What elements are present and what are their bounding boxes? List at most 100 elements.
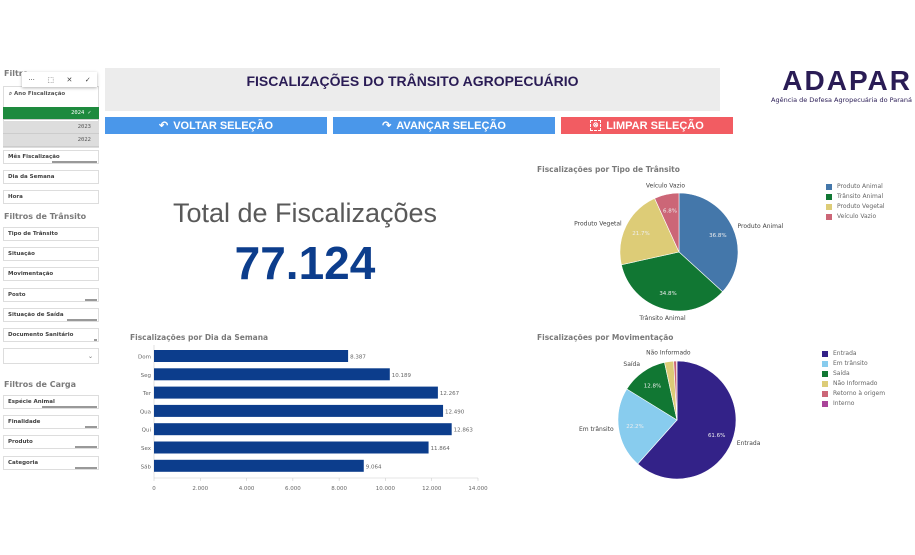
pie-slice[interactable] <box>637 360 737 480</box>
bar-value-label: 11.864 <box>431 446 451 452</box>
legend-label: Veículo Vazio <box>837 213 877 220</box>
check-icon: ✓ <box>87 110 91 116</box>
filter-dia-da-semana[interactable]: Dia da Semana <box>3 170 99 185</box>
legend-swatch <box>826 213 832 220</box>
pie-percent-label: 36.8% <box>709 233 726 239</box>
filter-situa-o-de-sa-da[interactable]: Situação de Saída <box>3 307 99 322</box>
cancel-icon[interactable]: ✕ <box>66 75 73 84</box>
filter-label: Categoria <box>8 459 39 466</box>
filter-label: Situação <box>8 251 35 258</box>
listbox-search[interactable]: ⌕ Ano Fiscalização <box>9 91 65 98</box>
legend-swatch <box>822 360 828 367</box>
forward-label: AVANÇAR SELEÇÃO <box>396 119 506 132</box>
legend-label: Entrada <box>833 350 857 357</box>
logo-text: ADAPAR <box>782 65 912 96</box>
legend-item[interactable]: Entrada <box>822 350 857 357</box>
bar[interactable] <box>154 386 438 399</box>
listbox-item[interactable]: 2024 ✓ <box>3 107 99 120</box>
bar[interactable] <box>154 459 364 472</box>
legend-swatch <box>826 203 832 210</box>
listbox-item-label: 2023 <box>77 123 91 130</box>
filter-esp-cie-animal[interactable]: Espécie Animal <box>3 395 99 409</box>
transit-filters-title: Filtros de Trânsito <box>4 212 87 221</box>
bar-category-label: Dom <box>138 355 151 361</box>
more-icon[interactable]: ··· <box>28 75 35 84</box>
filter-label: Hora <box>8 194 23 201</box>
bar-category-label: Sex <box>141 446 152 452</box>
clear-selection-button[interactable]: ⊗ LIMPAR SELEÇÃO <box>561 117 733 134</box>
legend-swatch <box>822 390 828 397</box>
filter-posto[interactable]: Posto <box>3 287 99 302</box>
filter-hora[interactable]: Hora <box>3 190 99 205</box>
legend-item[interactable]: Em trânsito <box>822 360 868 367</box>
filter-categoria[interactable]: Categoria <box>3 455 99 470</box>
confirm-icon[interactable]: ✓ <box>84 75 91 84</box>
x-tick-label: 8.000 <box>331 486 347 492</box>
pie-slice[interactable] <box>654 192 680 253</box>
listbox-item[interactable]: 2022 <box>3 134 99 147</box>
legend-label: Em trânsito <box>833 360 868 367</box>
pie-slice[interactable] <box>619 197 680 266</box>
legend-item[interactable]: Trânsito Animal <box>826 193 883 200</box>
filter-label: Posto <box>8 291 26 298</box>
filter-situa-o[interactable]: Situação <box>3 247 99 262</box>
filter-produto[interactable]: Produto <box>3 435 99 450</box>
legend-item[interactable]: Saída <box>822 370 850 377</box>
redo-arrow-icon: ↷ <box>382 120 392 132</box>
bar-chart-title: Fiscalizações por Dia da Semana <box>130 333 269 342</box>
kpi-value: 77.124 <box>234 237 376 289</box>
legend-swatch <box>822 370 828 377</box>
legend-swatch <box>822 350 828 357</box>
select-values-icon[interactable]: ⬚ <box>47 75 55 84</box>
filter-label: Documento Sanitário <box>8 332 74 338</box>
x-tick-label: 2.000 <box>192 486 208 492</box>
bar[interactable] <box>154 404 444 417</box>
pie-slice-name-label: Em trânsito <box>579 426 614 433</box>
filter-label: Produto <box>8 439 33 446</box>
bar[interactable] <box>154 441 429 454</box>
filter-tipo-de-tr-nsito[interactable]: Tipo de Trânsito <box>3 227 99 241</box>
legend-label: Produto Vegetal <box>837 203 885 210</box>
legend-item[interactable]: Produto Vegetal <box>826 203 885 210</box>
filter-documento-sanit-rio[interactable]: Documento Sanitário <box>3 328 99 342</box>
legend-item[interactable]: Produto Animal <box>826 183 883 190</box>
bar[interactable] <box>154 350 349 362</box>
undo-arrow-icon: ↶ <box>158 120 169 132</box>
chevron-down-icon: ⌄ <box>87 353 93 360</box>
pie-slice[interactable] <box>621 251 724 312</box>
bar[interactable] <box>154 368 390 381</box>
filter-finalidade[interactable]: Finalidade <box>3 415 99 430</box>
pie-slice-name-label: Produto Vegetal <box>574 220 622 227</box>
pie-slice[interactable] <box>678 192 739 293</box>
legend-item[interactable]: Interno <box>822 400 854 407</box>
clear-label: LIMPAR SELEÇÃO <box>606 119 704 132</box>
bar-category-label: Sáb <box>141 463 152 470</box>
cargo-filters-title: Filtros de Carga <box>4 380 77 389</box>
legend-swatch <box>822 400 828 407</box>
x-tick-label: 6.000 <box>285 486 301 492</box>
filter-bar <box>52 161 97 163</box>
filter-movimenta-o[interactable]: Movimentação <box>3 267 99 282</box>
pie-transit-title: Fiscalizações por Tipo de Trânsito <box>537 165 680 174</box>
bar-category-label: Seg <box>141 373 151 379</box>
listbox-item-label: 2024 <box>71 110 85 116</box>
forward-selection-button[interactable]: ↷ AVANÇAR SELEÇÃO <box>333 117 555 134</box>
legend-item[interactable]: Retorno à origem <box>822 390 885 397</box>
x-tick-label: 12.000 <box>422 486 442 492</box>
legend-label: Não Informado <box>833 380 878 387</box>
legend-label: Trânsito Animal <box>837 193 884 200</box>
legend-item[interactable]: Não Informado <box>822 380 877 387</box>
bar-category-label: Qui <box>142 428 152 434</box>
bar-value-label: 12.267 <box>440 391 460 397</box>
listbox-item[interactable]: 2023 <box>3 120 99 134</box>
legend-item[interactable]: Veículo Vazio <box>826 213 876 220</box>
bar[interactable] <box>154 423 452 436</box>
filter-dropdown[interactable]: ⌄ <box>3 348 99 364</box>
pie-slice-name-label: Produto Animal <box>738 223 784 230</box>
back-selection-button[interactable]: ↶ VOLTAR SELEÇÃO <box>105 117 327 134</box>
pie-slice-name-label: Veículo Vazio <box>646 182 685 189</box>
pie-slice[interactable] <box>617 388 678 465</box>
filter-m-s-fiscaliza-o[interactable]: Mês Fiscalização <box>3 150 99 164</box>
filter-label: Espécie Animal <box>8 399 55 405</box>
